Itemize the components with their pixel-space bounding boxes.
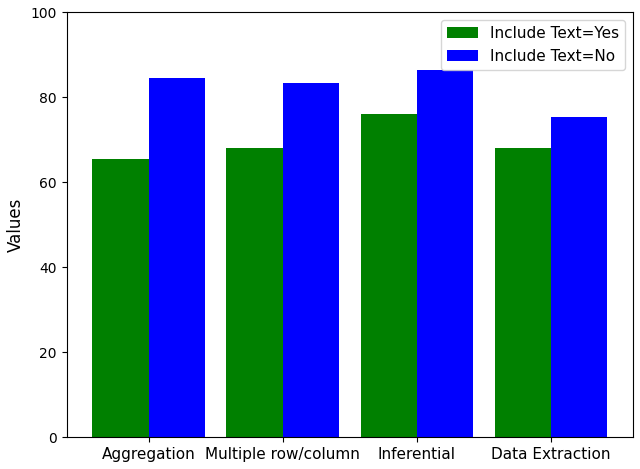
Bar [92,159,148,437]
Bar [148,78,205,437]
Bar [283,83,339,437]
Y-axis label: Values: Values [7,198,25,252]
Bar [360,114,417,437]
Bar [495,148,551,437]
Bar [551,116,607,437]
Legend: Include Text=Yes, Include Text=No: Include Text=Yes, Include Text=No [442,20,625,70]
Bar [227,148,283,437]
Bar [417,70,473,437]
